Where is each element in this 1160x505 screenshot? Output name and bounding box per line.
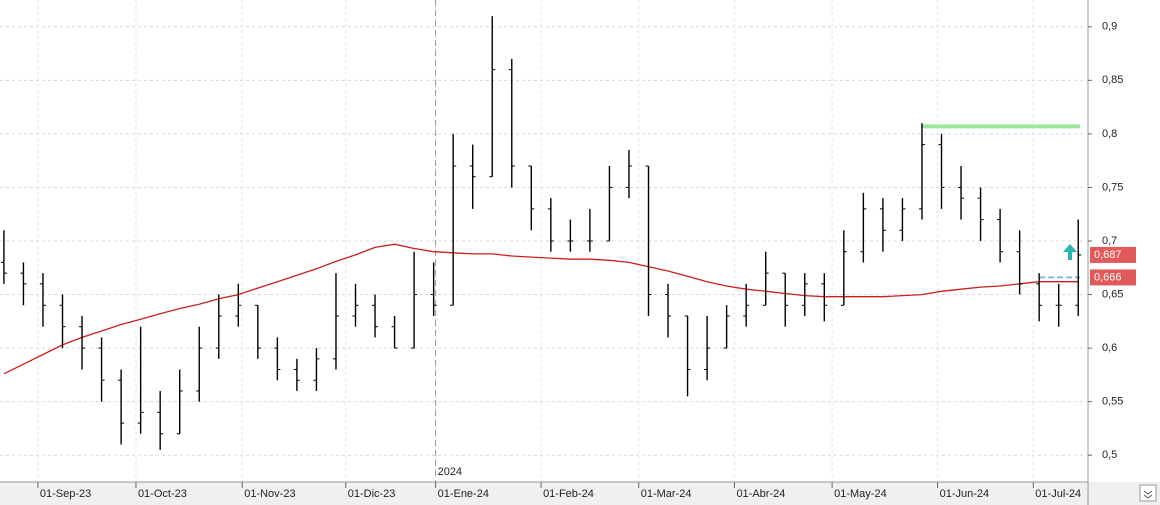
y-tick-label: 0,6: [1102, 342, 1117, 354]
y-tick-label: 0,8: [1102, 128, 1117, 140]
x-tick-label: 01-Oct-23: [138, 488, 187, 500]
x-axis-band: [0, 482, 1160, 505]
corner-button[interactable]: [1139, 484, 1157, 502]
price-label: 0,687: [1094, 249, 1122, 261]
y-tick-label: 0,5: [1102, 449, 1117, 461]
moving-average: [3, 243, 1079, 375]
x-tick-label: 01-Nov-23: [244, 488, 295, 500]
year-label: 2024: [438, 466, 462, 478]
x-tick-label: 01-Feb-24: [543, 488, 594, 500]
x-tick-label: 01-Jul-24: [1035, 488, 1081, 500]
price-label-box: [1090, 246, 1136, 263]
corner-icon: [1143, 490, 1153, 499]
y-tick-label: 0,75: [1102, 181, 1123, 193]
y-tick-label: 0,7: [1102, 235, 1117, 247]
y-tick-label: 0,85: [1102, 74, 1123, 86]
x-tick-label: 01-Ene-24: [438, 488, 489, 500]
y-tick-label: 0,65: [1102, 288, 1123, 300]
x-tick-label: 01-May-24: [834, 488, 887, 500]
x-tick-label: 01-Dic-23: [348, 488, 396, 500]
price-label: 0,666: [1094, 271, 1122, 283]
x-tick-label: 01-Sep-23: [40, 488, 91, 500]
y-tick-label: 0,9: [1102, 21, 1117, 33]
x-tick-label: 01-Mar-24: [641, 488, 692, 500]
y-tick-label: 0,55: [1102, 396, 1123, 408]
x-tick-label: 01-Jun-24: [940, 488, 990, 500]
price-label-box: [1090, 269, 1136, 286]
up-arrow: [1063, 244, 1077, 260]
x-tick-label: 01-Abr-24: [736, 488, 785, 500]
